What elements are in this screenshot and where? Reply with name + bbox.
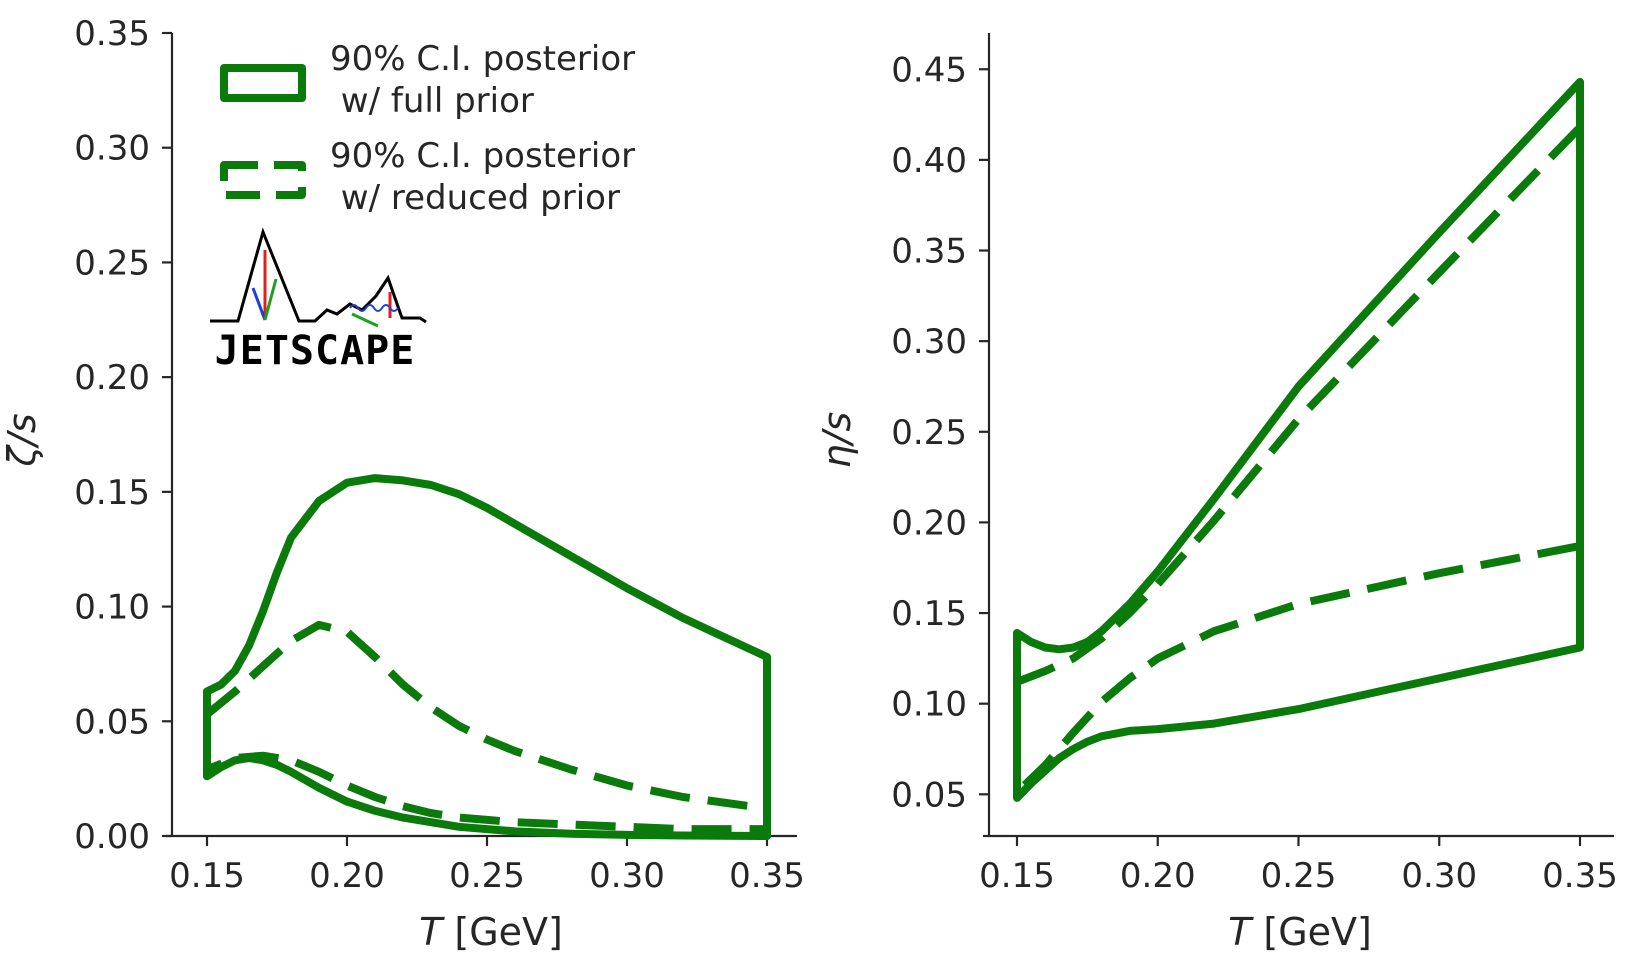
- zeta-x-tick-label: 0.35: [729, 856, 805, 896]
- zeta-x-tick-label: 0.25: [449, 856, 525, 896]
- eta-y-tick-label: 0.30: [891, 322, 967, 362]
- zeta-x-label-unit: [GeV]: [454, 910, 562, 954]
- zeta-y-tick-label: 0.25: [74, 243, 150, 283]
- legend-label-reduced-prior-line2: w/ reduced prior: [330, 178, 620, 218]
- zeta-x-tick-label: 0.30: [589, 856, 665, 896]
- eta-x-label-unit: [GeV]: [1263, 910, 1371, 954]
- legend-swatch-reduced-prior: [220, 161, 306, 199]
- eta-y-tick-label: 0.25: [891, 413, 967, 453]
- eta-x-tick-label: 0.15: [979, 856, 1055, 896]
- eta-y-tick-label: 0.40: [891, 141, 967, 181]
- eta-y-tick-label: 0.15: [891, 594, 967, 634]
- zeta-x-label-var: T: [419, 910, 445, 954]
- zeta-y-tick-label: 0.30: [74, 129, 150, 169]
- zeta-y-tick-label: 0.00: [74, 817, 150, 857]
- logo-blue-gluon: [349, 304, 399, 312]
- zeta-y-tick-label: 0.20: [74, 358, 150, 398]
- legend-swatch-full-prior: [220, 64, 306, 102]
- logo-green-line: [351, 312, 379, 328]
- legend-label-full-prior-line2: w/ full prior: [330, 81, 534, 121]
- eta-band-full-prior: [1013, 77, 1584, 802]
- zeta-y-tick-label: 0.35: [74, 14, 150, 54]
- eta-x-label: T [GeV]: [1228, 910, 1372, 954]
- zeta-x-label: T [GeV]: [419, 910, 563, 954]
- eta-y-label: η/s: [815, 412, 859, 469]
- logo-green-jet: [263, 278, 278, 321]
- eta-y-tick-label: 0.35: [891, 232, 967, 272]
- legend: 90% C.I. posterior w/ full prior 90% C.I…: [220, 39, 635, 218]
- logo-mountain-outline: [210, 227, 427, 324]
- eta-y-tick-label: 0.45: [891, 50, 967, 90]
- eta-series-group: [1013, 77, 1584, 802]
- legend-label-reduced-prior-line1: 90% C.I. posterior: [330, 136, 635, 176]
- zeta-x-tick-label: 0.20: [309, 856, 385, 896]
- eta-axis-ticks: 0.15 0.20 0.25 0.30 0.35 0.05 0.10 0.15 0.20 0.25…: [891, 50, 1618, 896]
- eta-x-tick-label: 0.20: [1120, 856, 1196, 896]
- legend-label-full-prior-line1: 90% C.I. posterior: [330, 39, 635, 79]
- eta-x-tick-label: 0.25: [1261, 856, 1337, 896]
- zeta-axis-ticks: 0.15 0.20 0.25 0.30 0.35 0.00 0.05 0.10 0.15 0.20…: [74, 14, 805, 896]
- logo-blue-jet: [251, 287, 267, 321]
- logo-wordmark: JETSCAPE: [215, 328, 416, 374]
- zeta-band-full-prior: [203, 474, 771, 840]
- eta-x-tick-label: 0.35: [1542, 856, 1618, 896]
- zeta-series-group: [203, 474, 771, 840]
- zeta-panel: 0.15 0.20 0.25 0.30 0.35 0.00 0.05 0.10 0.15 0.20…: [0, 14, 805, 954]
- eta-x-tick-label: 0.30: [1401, 856, 1477, 896]
- zeta-y-label: ζ/s: [0, 413, 44, 467]
- eta-x-label-var: T: [1228, 910, 1254, 954]
- eta-y-tick-label: 0.20: [891, 503, 967, 543]
- eta-panel: 0.15 0.20 0.25 0.30 0.35 0.05 0.10 0.15 0.20 0.25…: [815, 33, 1618, 954]
- zeta-x-tick-label: 0.15: [169, 856, 245, 896]
- eta-y-tick-label: 0.05: [891, 775, 967, 815]
- zeta-band-reduced-prior: [203, 620, 771, 834]
- zeta-y-tick-label: 0.15: [74, 473, 150, 513]
- zeta-y-tick-label: 0.10: [74, 588, 150, 628]
- zeta-y-tick-label: 0.05: [74, 702, 150, 742]
- eta-y-tick-label: 0.10: [891, 685, 967, 725]
- jetscape-logo: JETSCAPE: [210, 227, 427, 374]
- eta-band-reduced-prior: [1013, 123, 1584, 797]
